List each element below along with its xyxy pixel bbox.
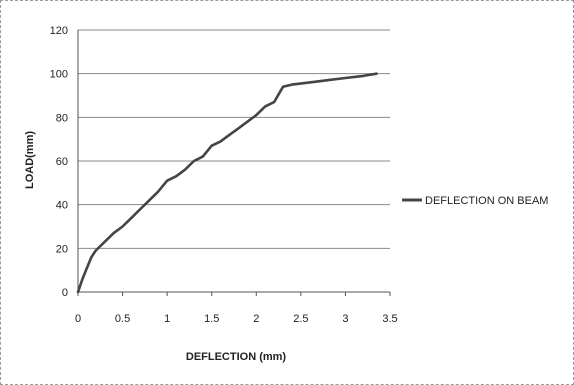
axes [77,30,391,296]
gridlines [78,29,390,249]
y-tick-label-0: 0 [62,287,68,299]
y-tick-label-80: 80 [56,112,68,124]
x-tick-labels: 0 0.5 1 1.5 2 2.5 3 3.5 [75,313,398,325]
x-tick-label-3: 3 [342,313,348,325]
x-tick-label-1.5: 1.5 [204,313,219,325]
x-axis-title: DEFLECTION (mm) [186,351,287,363]
y-tick-labels: 0 20 40 60 80 100 120 [50,25,68,299]
series-group [76,72,378,294]
x-tick-label-0.5: 0.5 [115,313,130,325]
y-tick-label-20: 20 [56,243,68,255]
y-tick-label-40: 40 [56,200,68,212]
y-axis-title: LOAD(mm) [24,131,36,189]
x-tick-label-1: 1 [164,313,170,325]
legend-label: DEFLECTION ON BEAM [425,195,548,207]
y-tick-label-100: 100 [50,69,68,81]
x-tick-label-3.5: 3.5 [382,313,397,325]
legend: DEFLECTION ON BEAM [402,195,548,207]
x-tick-label-2.5: 2.5 [293,313,308,325]
y-tick-label-120: 120 [50,25,68,37]
x-tick-label-2: 2 [253,313,259,325]
series-line-0 [76,72,378,294]
y-tick-label-60: 60 [56,156,68,168]
x-tick-label-0: 0 [75,313,81,325]
